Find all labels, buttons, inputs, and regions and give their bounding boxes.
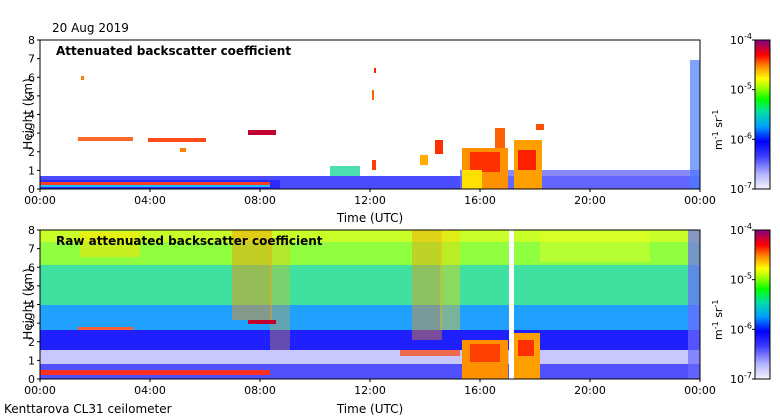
station-label: Kenttarova CL31 ceilometer bbox=[4, 402, 172, 416]
colorbar-scale bbox=[754, 229, 771, 380]
x-tick-label: 16:00 bbox=[464, 384, 496, 397]
colorbar-tick-label: 10-4 bbox=[730, 222, 752, 237]
y-tick-label: 8 bbox=[28, 34, 35, 47]
x-tick-label: 20:00 bbox=[574, 194, 606, 207]
x-tick-label: 04:00 bbox=[134, 194, 166, 207]
panel-title: Attenuated backscatter coefficient bbox=[56, 44, 291, 58]
backscatter-field bbox=[40, 230, 700, 379]
y-tick-label: 2 bbox=[28, 146, 35, 159]
x-tick-label: 12:00 bbox=[354, 194, 386, 207]
x-axis: 00:00 04:00 08:00 12:00 16:00 20:00 00:00 bbox=[24, 379, 716, 397]
y-tick-label: 3 bbox=[28, 127, 35, 140]
x-tick-label: 08:00 bbox=[244, 384, 276, 397]
colorbar-ticks: 10-4 10-5 10-6 10-7 bbox=[730, 32, 755, 196]
colorbar-tick-label: 10-6 bbox=[730, 131, 752, 146]
y-tick-label: 0 bbox=[28, 183, 35, 196]
panel-title: Raw attenuated backscatter coefficient bbox=[56, 234, 323, 248]
colorbar-label: m-1 sr-1 bbox=[711, 110, 725, 150]
x-tick-label: 04:00 bbox=[134, 384, 166, 397]
y-tick-label: 4 bbox=[28, 299, 35, 312]
colorbar-tick-label: 10-7 bbox=[730, 181, 752, 196]
colorbar-tick-label: 10-5 bbox=[730, 82, 752, 97]
y-axis: 0 1 2 3 4 5 6 7 8 bbox=[28, 34, 40, 196]
y-tick-label: 5 bbox=[28, 90, 35, 103]
y-tick-label: 0 bbox=[28, 373, 35, 386]
y-axis-label: Height (km) bbox=[21, 78, 35, 149]
y-tick-label: 6 bbox=[28, 261, 35, 274]
colorbar-tick-label: 10-5 bbox=[730, 272, 752, 287]
y-tick-label: 2 bbox=[28, 336, 35, 349]
colorbar-scale bbox=[754, 39, 771, 190]
date-label: 20 Aug 2019 bbox=[52, 21, 129, 35]
y-tick-label: 5 bbox=[28, 280, 35, 293]
colorbar: 10-4 10-5 10-6 10-7 m-1 sr-1 bbox=[711, 32, 771, 196]
y-tick-label: 1 bbox=[28, 354, 35, 367]
panel-raw: Raw attenuated backscatter coefficient 0… bbox=[21, 222, 771, 416]
x-tick-label: 12:00 bbox=[354, 384, 386, 397]
x-tick-label: 00:00 bbox=[684, 194, 716, 207]
y-axis-label: Height (km) bbox=[21, 268, 35, 339]
x-axis-label: Time (UTC) bbox=[336, 402, 403, 416]
y-tick-label: 1 bbox=[28, 164, 35, 177]
colorbar-label: m-1 sr-1 bbox=[711, 300, 725, 340]
x-tick-label: 00:00 bbox=[24, 194, 56, 207]
colorbar-tick-label: 10-7 bbox=[730, 371, 752, 386]
x-tick-label: 20:00 bbox=[574, 384, 606, 397]
backscatter-field bbox=[40, 60, 700, 189]
x-tick-label: 00:00 bbox=[684, 384, 716, 397]
y-tick-label: 8 bbox=[28, 224, 35, 237]
y-tick-label: 6 bbox=[28, 71, 35, 84]
x-axis: 00:00 04:00 08:00 12:00 16:00 20:00 00:00 bbox=[24, 189, 716, 207]
colorbar-ticks: 10-4 10-5 10-6 10-7 bbox=[730, 222, 755, 386]
y-tick-label: 4 bbox=[28, 109, 35, 122]
x-tick-label: 16:00 bbox=[464, 194, 496, 207]
colorbar-tick-label: 10-4 bbox=[730, 32, 752, 47]
colorbar-tick-label: 10-6 bbox=[730, 321, 752, 336]
plot-area bbox=[40, 40, 700, 189]
y-tick-label: 3 bbox=[28, 317, 35, 330]
x-tick-label: 08:00 bbox=[244, 194, 276, 207]
y-tick-label: 7 bbox=[28, 243, 35, 256]
colorbar: 10-4 10-5 10-6 10-7 m-1 sr-1 bbox=[711, 222, 771, 386]
panel-attenuated: Attenuated backscatter coefficient 0 1 2 3 4… bbox=[21, 32, 771, 225]
y-axis: 0 1 2 3 4 5 6 7 8 bbox=[28, 224, 40, 386]
y-tick-label: 7 bbox=[28, 53, 35, 66]
x-axis-label: Time (UTC) bbox=[336, 211, 403, 225]
x-tick-label: 00:00 bbox=[24, 384, 56, 397]
